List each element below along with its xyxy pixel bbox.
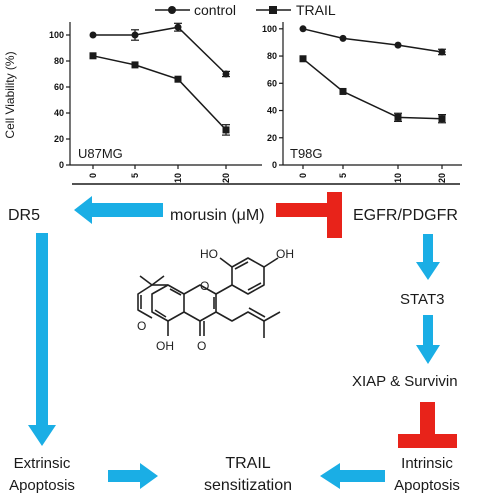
chart0-series-control-point-0 (89, 31, 97, 39)
chart1-series-control-point-2 (394, 41, 402, 49)
chart0-series-control-point-1 (131, 31, 139, 39)
chart0-xtick-label-20: 20 (221, 173, 231, 183)
c-ring (183, 284, 217, 322)
chart0-xtick-label-10: 10 (173, 173, 183, 183)
chart1-xtick-label-10: 10 (393, 173, 403, 183)
chart1-ytick-label-40: 40 (267, 106, 277, 116)
chart0-series-trail-point-3 (222, 126, 230, 134)
chem-oh-top-right: OH (276, 247, 294, 261)
chart0-series-control-point-2 (174, 23, 182, 31)
chart1-series-trail-point-1 (339, 87, 347, 95)
node-stat3: STAT3 (400, 291, 444, 308)
chart0-xtick-label-0: 0 (88, 173, 98, 178)
inhibition-markers (276, 192, 457, 448)
chem-ring-o: O (137, 319, 146, 333)
inhibit-xiap-apoptosis-bar (398, 434, 457, 448)
arrow-egfr-to-stat3 (416, 234, 440, 280)
node-trail-line2: sensitization (204, 477, 292, 494)
node-egfr-pdgfr: EGFR/PDGFR (353, 207, 458, 224)
pathway-arrows (28, 196, 440, 489)
chart1-xtick-label-5: 5 (338, 173, 348, 178)
chart0-series-control-point-3 (222, 70, 230, 78)
arrow-stat3-to-xiap (416, 315, 440, 364)
legend-trail-marker (269, 6, 277, 14)
chart1-ytick-label-80: 80 (267, 51, 277, 61)
chart-t98g-panel-label: T98G (290, 146, 323, 161)
chart-t98g: T98G 0 20 40 60 80 100 0 5 10 20 (262, 22, 462, 183)
chem-ring-o2: O (200, 279, 209, 293)
arrow-dr5-to-extrinsic (28, 233, 56, 446)
chart1-xtick-label-0: 0 (298, 173, 308, 178)
chart0-ytick-label-80: 80 (54, 56, 64, 66)
chart1-series-trail-point-2 (394, 113, 402, 121)
pyran-ring (137, 284, 153, 319)
chart0-series-control-line (93, 26, 227, 75)
inhibit-morusin-egfr-bar (327, 192, 342, 238)
chart-legend: control TRAIL (155, 2, 336, 18)
arrow-extrinsic-to-trail (108, 463, 158, 489)
chart1-series-control-line (302, 28, 443, 53)
chart1-series-control-point-1 (339, 34, 347, 42)
y-axis-label: Cell Viability (%) (3, 51, 17, 138)
chart1-ytick-label-20: 20 (267, 133, 277, 143)
chart1-series-trail-line (302, 58, 443, 120)
methyl-1 (139, 275, 153, 286)
arrow-morusin-to-dr5 (74, 196, 163, 224)
methyl-2 (151, 275, 165, 286)
chart0-series-trail-line (92, 55, 227, 131)
aryl-ring (231, 257, 265, 295)
legend-control-marker (168, 6, 176, 14)
node-intrinsic-line2: Apoptosis (394, 477, 460, 494)
chart0-ytick-label-100: 100 (49, 30, 64, 40)
prenyl-chain (215, 311, 265, 322)
morusin-structure (137, 257, 281, 338)
chart0-series-trail-point-0 (89, 52, 97, 60)
node-trail-line1: TRAIL (225, 455, 270, 472)
node-dr5: DR5 (8, 207, 40, 224)
node-intrinsic-line1: Intrinsic (401, 455, 453, 472)
chem-oh-top-left: HO (200, 247, 218, 261)
chart1-ytick-label-0: 0 (272, 160, 277, 170)
chem-keto-o: O (197, 339, 206, 353)
chart0-ytick-label-0: 0 (59, 160, 64, 170)
legend-control-label: control (194, 2, 236, 18)
legend-trail-label: TRAIL (296, 2, 336, 18)
chart1-series-control-point-0 (299, 25, 307, 33)
node-morusin: morusin (μM) (170, 207, 265, 224)
chart0-series-trail-point-1 (131, 61, 139, 69)
chart0-xtick-label-5: 5 (130, 173, 140, 178)
chart0-ytick-label-60: 60 (54, 82, 64, 92)
node-extrinsic-line1: Extrinsic (14, 455, 71, 472)
node-xiap-survivin: XIAP & Survivin (352, 373, 458, 390)
chart0-series-trail-point-2 (174, 75, 182, 83)
chart1-ytick-label-100: 100 (262, 24, 277, 34)
chart-u87mg: U87MG 0 20 40 60 80 100 0 5 10 20 (49, 22, 262, 183)
chart0-ytick-label-20: 20 (54, 134, 64, 144)
morusin-atom-labels: O O O OH HO OH (137, 247, 294, 353)
inhibit-morusin-egfr-stem (276, 203, 342, 217)
arrow-intrinsic-to-trail (320, 463, 385, 489)
chem-oh-bottom: OH (156, 339, 174, 353)
chart1-series-control-point-3 (438, 48, 446, 56)
chart1-series-trail-point-3 (438, 115, 446, 123)
chart0-ytick-label-40: 40 (54, 108, 64, 118)
chart-u87mg-panel-label: U87MG (78, 146, 123, 161)
chart1-ytick-label-60: 60 (267, 78, 277, 88)
node-extrinsic-line2: Apoptosis (9, 477, 75, 494)
a-ring (151, 284, 185, 322)
chart1-series-trail-point-0 (299, 55, 307, 63)
chart1-xtick-label-20: 20 (437, 173, 447, 183)
